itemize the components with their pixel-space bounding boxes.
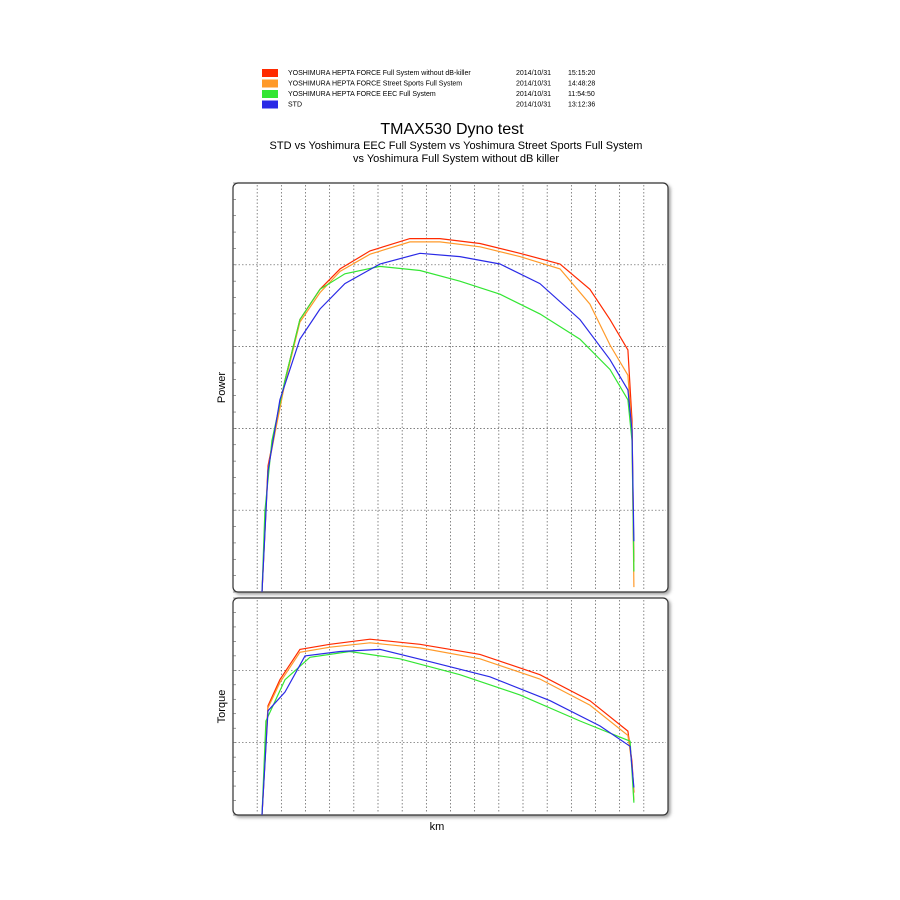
legend-date: 2014/10/31 — [516, 70, 551, 77]
legend-time: 13:12:36 — [568, 101, 595, 108]
data-line — [261, 642, 635, 816]
x-axis-label: km — [430, 821, 445, 833]
legend-time: 11:54:50 — [568, 91, 595, 98]
legend-time: 14:48:28 — [568, 80, 595, 87]
chart-subtitle: vs Yoshimura Full System without dB kill… — [353, 153, 559, 165]
legend-time: 15:15:20 — [568, 70, 595, 77]
legend-swatch — [262, 100, 278, 109]
data-line — [261, 638, 635, 816]
y-axis-label: Power — [216, 372, 228, 404]
data-line — [261, 265, 635, 593]
legend-swatch — [262, 79, 278, 88]
plot-frame — [232, 182, 669, 593]
y-axis-label: Torque — [216, 690, 228, 724]
legend-label: YOSHIMURA HEPTA FORCE Street Sports Full… — [288, 80, 462, 87]
chart-title: TMAX530 Dyno test — [380, 121, 524, 138]
data-line — [261, 252, 635, 593]
legend-label: YOSHIMURA HEPTA FORCE Full System withou… — [288, 70, 471, 77]
legend-label: STD — [288, 101, 302, 108]
legend-date: 2014/10/31 — [516, 91, 551, 98]
data-line — [261, 650, 635, 816]
chart-subtitle: STD vs Yoshimura EEC Full System vs Yosh… — [270, 140, 643, 152]
legend-date: 2014/10/31 — [516, 101, 551, 108]
legend-swatch — [262, 90, 278, 98]
legend-swatch — [262, 69, 278, 77]
data-line — [261, 648, 635, 816]
legend-label: YOSHIMURA HEPTA FORCE EEC Full System — [288, 91, 436, 98]
legend-date: 2014/10/31 — [516, 80, 551, 87]
